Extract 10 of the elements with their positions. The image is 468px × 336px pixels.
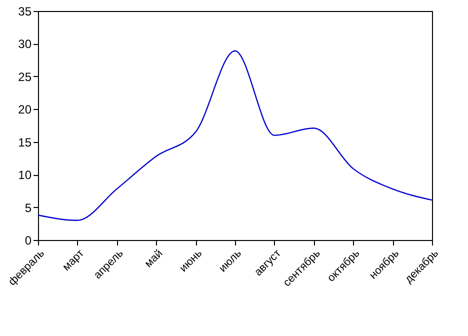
y-tick-label: 35 — [18, 4, 32, 18]
y-tick-label: 0 — [24, 234, 32, 248]
x-tick-label: май — [142, 248, 166, 270]
y-tick-label: 15 — [18, 135, 32, 150]
y-tick-label: 25 — [18, 70, 32, 84]
y-tick-label: 20 — [18, 102, 32, 117]
y-tick-label: 5 — [24, 200, 32, 215]
y-tick-label: 30 — [18, 37, 32, 52]
line-series — [37, 50, 433, 221]
y-tick-label: 10 — [18, 168, 32, 182]
